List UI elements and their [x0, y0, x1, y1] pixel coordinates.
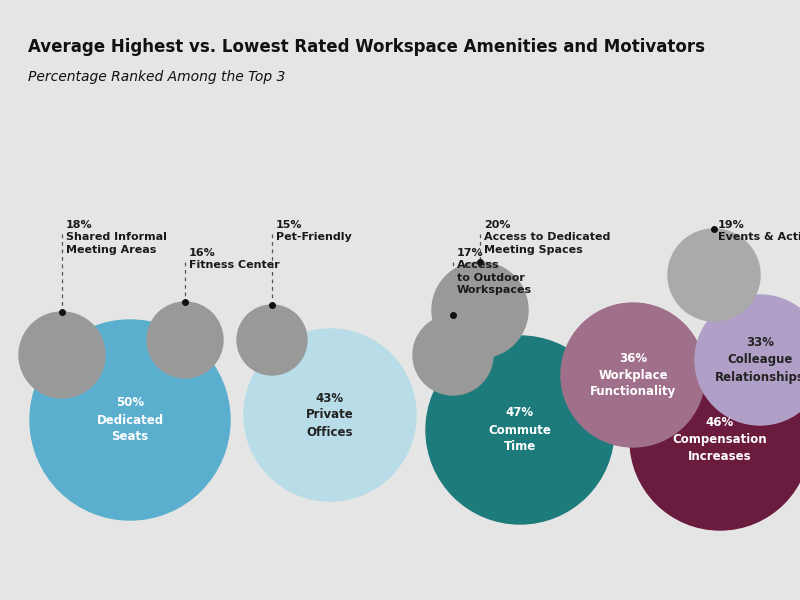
Circle shape — [237, 305, 307, 375]
Text: 15%
Pet-Friendly: 15% Pet-Friendly — [276, 220, 352, 242]
Text: 36%
Workplace
Functionality: 36% Workplace Functionality — [590, 352, 676, 398]
Circle shape — [695, 295, 800, 425]
Text: 17%
Access
to Outdoor
Workspaces: 17% Access to Outdoor Workspaces — [457, 248, 532, 295]
Text: 16%
Fitness Center: 16% Fitness Center — [189, 248, 280, 271]
Circle shape — [630, 350, 800, 530]
Circle shape — [30, 320, 230, 520]
Circle shape — [244, 329, 416, 501]
Text: 46%
Compensation
Increases: 46% Compensation Increases — [673, 416, 767, 463]
Text: Percentage Ranked Among the Top 3: Percentage Ranked Among the Top 3 — [28, 70, 286, 84]
Text: 43%
Private
Offices: 43% Private Offices — [306, 391, 354, 439]
Circle shape — [426, 336, 614, 524]
Text: 50%
Dedicated
Seats: 50% Dedicated Seats — [97, 397, 163, 443]
Circle shape — [432, 262, 528, 358]
Text: Average Highest vs. Lowest Rated Workspace Amenities and Motivators: Average Highest vs. Lowest Rated Workspa… — [28, 38, 705, 56]
Circle shape — [413, 315, 493, 395]
Circle shape — [561, 303, 705, 447]
Circle shape — [668, 229, 760, 321]
Text: 20%
Access to Dedicated
Meeting Spaces: 20% Access to Dedicated Meeting Spaces — [484, 220, 610, 255]
Text: 18%
Shared Informal
Meeting Areas: 18% Shared Informal Meeting Areas — [66, 220, 167, 255]
Text: 19%
Events & Activities: 19% Events & Activities — [718, 220, 800, 242]
Circle shape — [147, 302, 223, 378]
Text: 47%
Commute
Time: 47% Commute Time — [489, 407, 551, 454]
Text: 33%
Colleague
Relationships: 33% Colleague Relationships — [715, 337, 800, 383]
Circle shape — [19, 312, 105, 398]
